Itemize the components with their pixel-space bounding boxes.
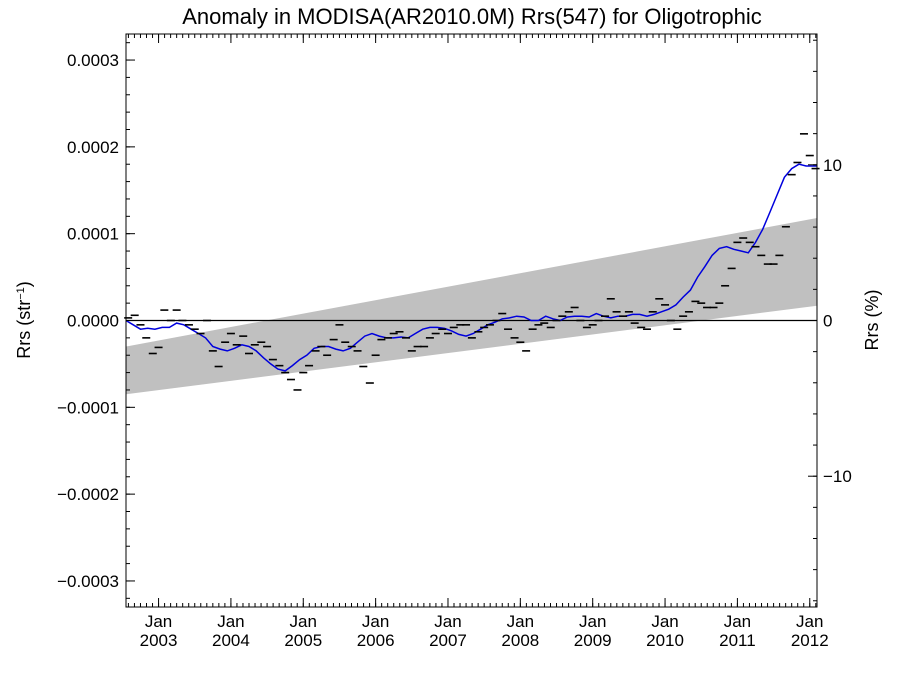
x-tick-label-year: 2005 bbox=[284, 631, 322, 650]
x-tick-label-year: 2004 bbox=[212, 631, 250, 650]
y-left-tick-label: 0.0001 bbox=[67, 225, 119, 244]
x-tick-label-month: Jan bbox=[507, 612, 534, 631]
trend-band bbox=[126, 218, 817, 395]
smoothed-series-line bbox=[125, 163, 817, 372]
x-tick-label-month: Jan bbox=[796, 612, 823, 631]
plot-area: 0.0003 0.0002 0.0001 0.0000 −0.0001 −0.0002 −0… bbox=[57, 33, 852, 650]
y-axis-left-title-close: ) bbox=[14, 281, 34, 287]
y-left-tick-label: −0.0001 bbox=[57, 398, 119, 417]
x-tick-label-year: 2009 bbox=[574, 631, 612, 650]
x-tick-label-month: Jan bbox=[724, 612, 751, 631]
axis-ticks-layer: 0.0003 0.0002 0.0001 0.0000 −0.0001 −0.0002 −0… bbox=[57, 34, 852, 650]
y-axis-right-title: Rrs (%) bbox=[862, 290, 882, 351]
x-tick-label-year: 2007 bbox=[429, 631, 467, 650]
y-axis-left-title-superscript: −1 bbox=[15, 287, 27, 300]
x-tick-label-month: Jan bbox=[434, 612, 461, 631]
x-tick-label-month: Jan bbox=[362, 612, 389, 631]
x-tick-label-year: 2012 bbox=[791, 631, 829, 650]
y-axis-left-title: Rrs (str−1) bbox=[14, 281, 34, 359]
y-left-tick-label: 0.0002 bbox=[67, 138, 119, 157]
y-right-tick-label: −10 bbox=[823, 467, 852, 486]
y-left-tick-label: 0.0003 bbox=[67, 51, 119, 70]
x-tick-label-year: 2011 bbox=[719, 631, 756, 650]
x-tick-label-year: 2010 bbox=[646, 631, 684, 650]
smoothed-series-layer bbox=[125, 163, 817, 372]
y-axis-left-title-main: Rrs (str bbox=[14, 300, 34, 359]
y-right-tick-label: 10 bbox=[823, 156, 842, 175]
x-tick-label-month: Jan bbox=[145, 612, 172, 631]
y-right-tick-label: 0 bbox=[823, 312, 832, 331]
y-left-tick-label: −0.0003 bbox=[57, 572, 119, 591]
chart-title: Anomaly in MODISA(AR2010.0M) Rrs(547) fo… bbox=[182, 4, 762, 29]
x-tick-label-year: 2008 bbox=[501, 631, 539, 650]
x-tick-label-year: 2006 bbox=[357, 631, 395, 650]
x-tick-label-month: Jan bbox=[579, 612, 606, 631]
x-tick-label-month: Jan bbox=[217, 612, 244, 631]
y-left-tick-label: 0.0000 bbox=[67, 312, 119, 331]
monthly-anomaly-layer bbox=[124, 133, 820, 391]
x-tick-label-year: 2003 bbox=[140, 631, 178, 650]
x-tick-label-month: Jan bbox=[651, 612, 678, 631]
trend-band-layer bbox=[126, 218, 817, 395]
y-left-tick-label: −0.0002 bbox=[57, 485, 119, 504]
x-tick-label-month: Jan bbox=[290, 612, 317, 631]
